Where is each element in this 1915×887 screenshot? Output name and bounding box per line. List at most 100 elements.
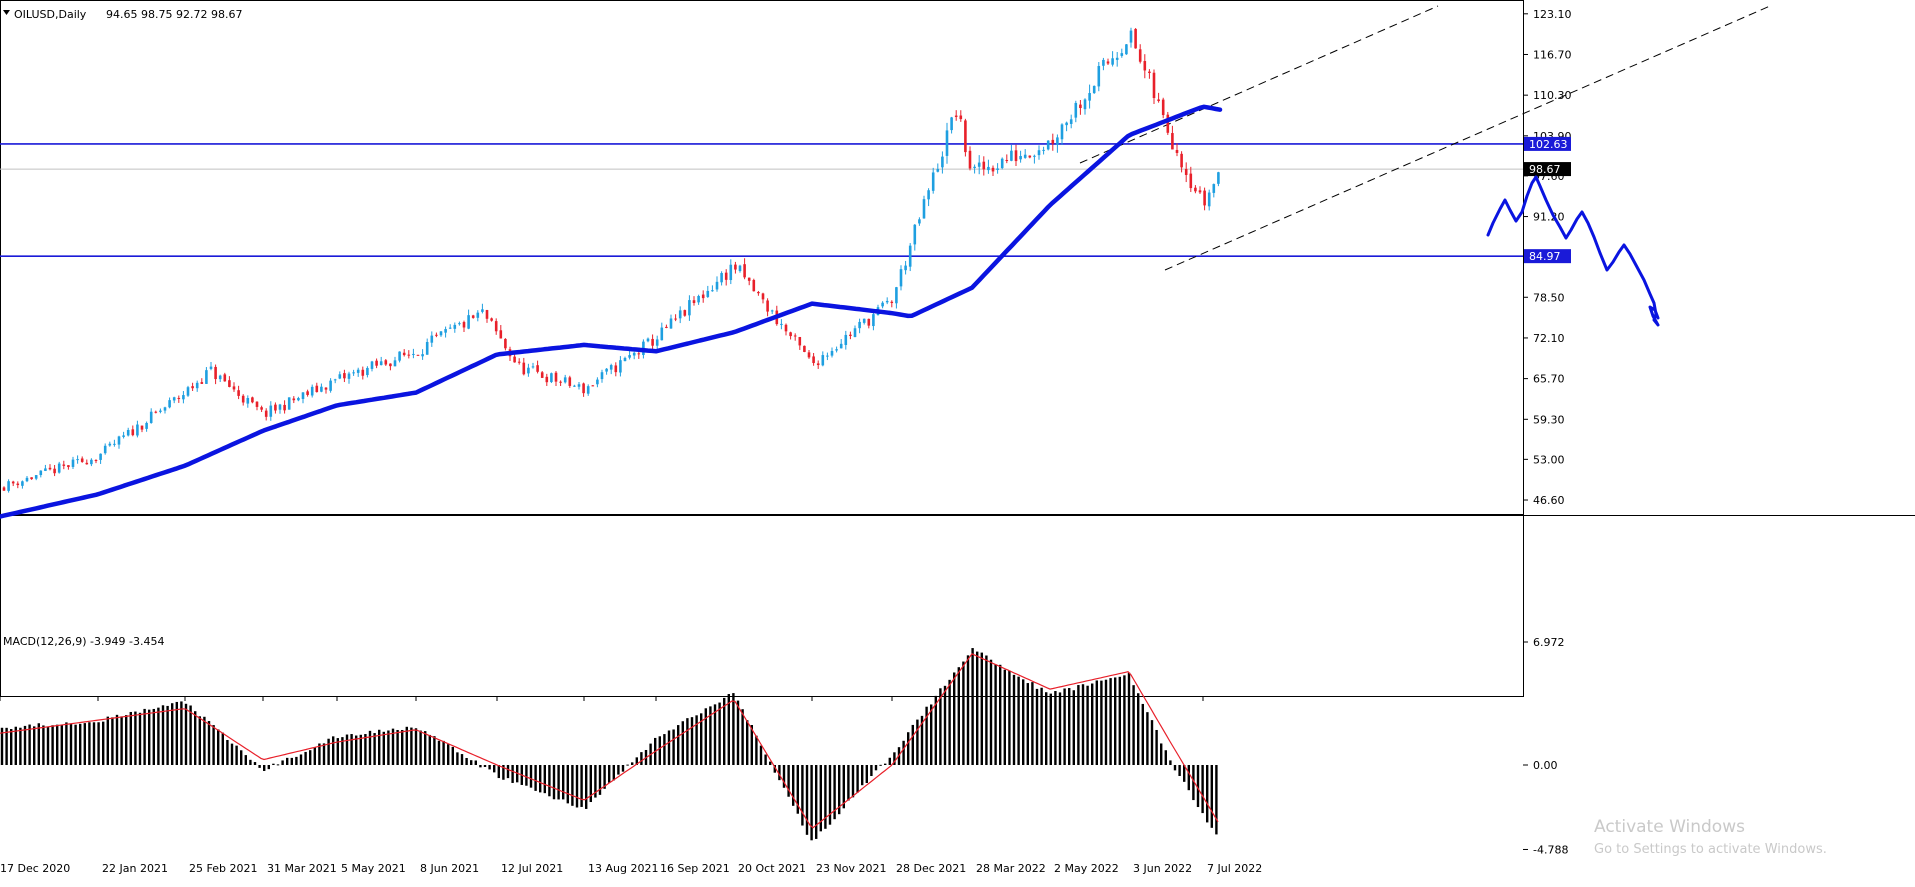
bear-candle bbox=[761, 293, 765, 300]
macd-histogram-bar bbox=[447, 744, 450, 765]
macd-histogram-bar bbox=[1017, 676, 1020, 765]
macd-histogram-bar bbox=[713, 704, 717, 765]
bear-candle bbox=[407, 354, 411, 356]
bull-candle bbox=[163, 407, 167, 411]
bull-candle bbox=[126, 429, 130, 436]
macd-histogram-bar bbox=[318, 743, 321, 765]
macd-histogram-bar bbox=[589, 765, 592, 803]
bear-candle bbox=[232, 386, 236, 390]
bull-candle bbox=[481, 309, 484, 312]
date-tick-label: 28 Dec 2021 bbox=[896, 862, 966, 875]
bull-candle bbox=[444, 329, 447, 333]
bull-candle bbox=[720, 273, 723, 283]
bear-candle bbox=[389, 363, 392, 367]
date-tick-label: 13 Aug 2021 bbox=[588, 862, 658, 875]
bull-candle bbox=[918, 219, 921, 224]
macd-histogram-bar bbox=[690, 717, 694, 765]
bear-candle bbox=[1028, 155, 1032, 158]
bull-candle bbox=[182, 395, 185, 400]
bear-candle bbox=[1157, 99, 1160, 102]
bear-candle bbox=[816, 363, 820, 366]
bull-candle bbox=[950, 117, 953, 131]
macd-histogram-bar bbox=[451, 746, 454, 765]
bull-candle bbox=[1000, 158, 1004, 169]
macd-histogram-bar bbox=[19, 727, 22, 765]
macd-histogram-bar bbox=[925, 706, 928, 765]
macd-indicator-label: MACD(12,26,9) -3.949 -3.454 bbox=[3, 635, 164, 648]
macd-histogram-bar bbox=[74, 724, 77, 765]
macd-histogram-bar bbox=[1109, 678, 1112, 765]
bull-candle bbox=[1217, 172, 1220, 184]
date-tick-label: 12 Jul 2021 bbox=[501, 862, 563, 875]
bull-candle bbox=[619, 360, 622, 373]
macd-histogram-bar bbox=[741, 709, 744, 765]
macd-histogram-bar bbox=[474, 760, 477, 765]
macd-histogram-bar bbox=[976, 651, 979, 765]
macd-histogram-bar bbox=[65, 722, 68, 765]
macd-histogram-bar bbox=[902, 740, 905, 765]
bull-candle bbox=[550, 373, 553, 383]
bear-candle bbox=[701, 294, 705, 299]
macd-histogram-bar bbox=[792, 765, 795, 806]
bear-candle bbox=[1198, 190, 1202, 193]
bull-candle bbox=[347, 373, 351, 379]
macd-histogram-bar bbox=[350, 734, 353, 765]
macd-histogram-bar bbox=[838, 765, 841, 815]
moving-average-line bbox=[0, 104, 1223, 519]
bear-candle bbox=[48, 467, 52, 470]
date-tick-label: 20 Oct 2021 bbox=[738, 862, 806, 875]
macd-histogram-bar bbox=[525, 765, 528, 786]
macd-histogram-bar bbox=[884, 763, 887, 765]
macd-histogram-bar bbox=[971, 648, 974, 765]
macd-histogram-bar bbox=[1049, 693, 1052, 765]
bull-candle bbox=[830, 350, 834, 356]
bull-candle bbox=[218, 375, 222, 380]
bear-candle bbox=[743, 264, 746, 278]
bull-candle bbox=[596, 379, 599, 385]
bull-candle bbox=[1010, 150, 1013, 161]
macd-histogram-bar bbox=[529, 765, 533, 788]
bull-candle bbox=[908, 245, 912, 267]
bear-candle bbox=[191, 386, 194, 389]
bear-candle bbox=[67, 465, 70, 468]
bull-candle bbox=[458, 323, 461, 325]
bear-candle bbox=[315, 385, 319, 393]
bull-candle bbox=[927, 190, 930, 200]
macd-histogram-bar bbox=[134, 711, 137, 765]
bear-candle bbox=[499, 330, 503, 339]
macd-histogram-bar bbox=[497, 765, 500, 779]
macd-histogram-bar bbox=[1114, 677, 1117, 765]
macd-histogram-bar bbox=[801, 765, 804, 826]
dropdown-triangle-icon[interactable] bbox=[3, 10, 10, 15]
bull-candle bbox=[922, 199, 926, 219]
macd-histogram-bar bbox=[345, 734, 349, 765]
bear-candle bbox=[513, 356, 516, 363]
macd-histogram-bar bbox=[290, 757, 293, 765]
bull-candle bbox=[476, 312, 480, 318]
level-price-label: 102.63 bbox=[1529, 138, 1568, 151]
bear-candle bbox=[582, 383, 585, 394]
bull-candle bbox=[430, 335, 434, 343]
bull-candle bbox=[987, 166, 990, 171]
bear-candle bbox=[554, 372, 558, 382]
bull-candle bbox=[278, 404, 282, 410]
bull-candle bbox=[646, 338, 650, 342]
macd-histogram-bar bbox=[663, 734, 666, 765]
macd-histogram-bar bbox=[511, 765, 514, 783]
bull-candle bbox=[1023, 154, 1027, 158]
macd-histogram-bar bbox=[1132, 685, 1135, 765]
bear-candle bbox=[471, 315, 475, 318]
macd-histogram-bar bbox=[5, 727, 8, 765]
macd-histogram-bar bbox=[755, 735, 758, 765]
macd-histogram-bar bbox=[166, 705, 169, 765]
macd-histogram-bar bbox=[989, 659, 993, 765]
macd-signal-line bbox=[0, 653, 1219, 829]
macd-histogram-bar bbox=[23, 725, 27, 765]
macd-histogram-bar bbox=[764, 754, 767, 765]
macd-histogram-bar bbox=[727, 694, 730, 765]
bear-candle bbox=[223, 374, 227, 382]
bear-candle bbox=[177, 397, 181, 399]
bear-candle bbox=[1194, 187, 1197, 192]
bull-candle bbox=[425, 341, 429, 355]
date-tick-label: 8 Jun 2021 bbox=[420, 862, 479, 875]
